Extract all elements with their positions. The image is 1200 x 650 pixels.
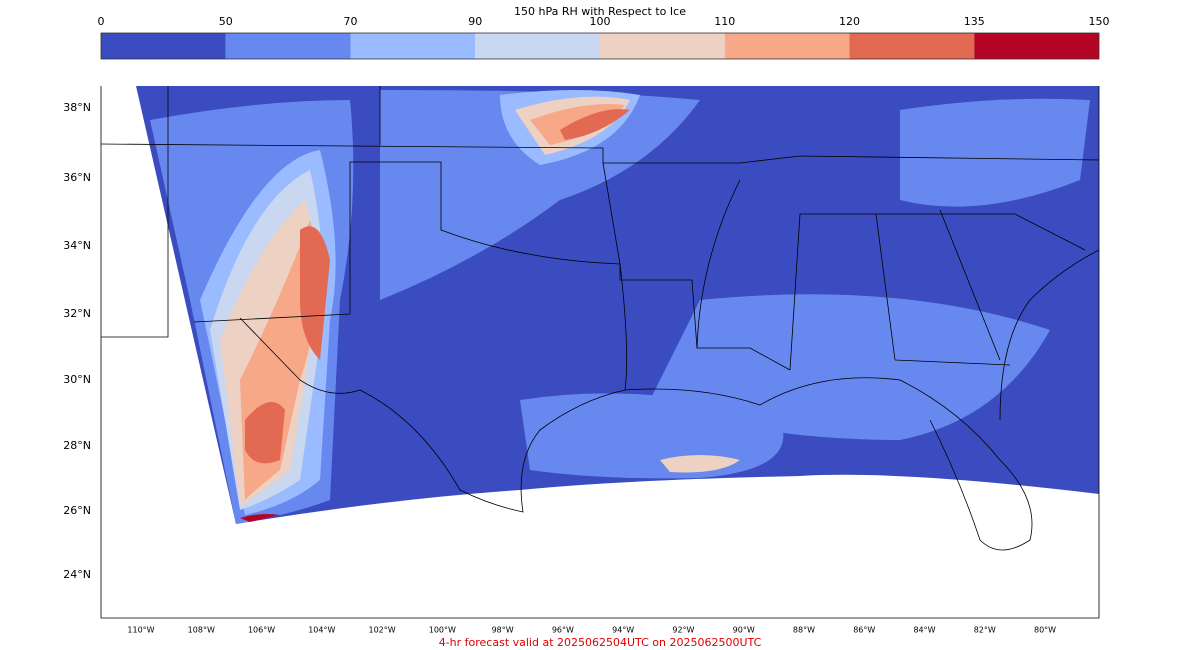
field-contours	[150, 90, 1090, 524]
lon-label: 106°W	[248, 626, 275, 635]
lon-label: 84°W	[913, 626, 935, 635]
lon-label: 104°W	[308, 626, 335, 635]
colorbar-tick-label: 135	[964, 15, 985, 28]
colorbar-tick-label: 150	[1089, 15, 1110, 28]
lon-label: 80°W	[1034, 626, 1056, 635]
lon-label: 90°W	[733, 626, 755, 635]
lon-label: 96°W	[552, 626, 574, 635]
lon-label: 94°W	[612, 626, 634, 635]
lat-label: 24°N	[63, 568, 91, 581]
lon-label: 86°W	[853, 626, 875, 635]
colorbar-tick-label: 100	[590, 15, 611, 28]
lon-label: 100°W	[429, 626, 456, 635]
map	[100, 86, 1100, 619]
colorbar-tick-label: 120	[839, 15, 860, 28]
colorbar-segment	[350, 33, 476, 59]
colorbar-segment	[974, 33, 1099, 59]
caption: 4-hr forecast valid at 2025062504UTC on …	[439, 636, 762, 649]
colorbar-segment	[724, 33, 850, 59]
colorbar-segment	[849, 33, 975, 59]
colorbar-segment	[475, 33, 600, 59]
colorbar-tick-label: 90	[468, 15, 482, 28]
colorbar-segment	[101, 33, 226, 59]
lat-label: 28°N	[63, 439, 91, 452]
lon-label: 98°W	[492, 626, 514, 635]
colorbar-tick-label: 70	[344, 15, 358, 28]
lon-label: 88°W	[793, 626, 815, 635]
lat-label: 38°N	[63, 101, 91, 114]
lon-label: 108°W	[188, 626, 215, 635]
lon-labels: 110°W 108°W 106°W 104°W 102°W 100°W 98°W 96°W 94…	[127, 626, 1056, 635]
lat-label: 36°N	[63, 171, 91, 184]
colorbar-segment	[600, 33, 725, 59]
colorbar-title: 150 hPa RH with Respect to Ice	[514, 5, 686, 18]
colorbar-frame	[100, 32, 1100, 60]
colorbar-tick-label: 110	[714, 15, 735, 28]
lat-labels: 38°N 36°N 34°N 32°N 30°N 28°N 26°N 24°N	[63, 101, 91, 581]
lat-label: 32°N	[63, 307, 91, 320]
colorbar-tick-label: 50	[219, 15, 233, 28]
lon-label: 92°W	[672, 626, 694, 635]
colorbar-tick-label: 0	[98, 15, 105, 28]
lon-label: 110°W	[127, 626, 154, 635]
lat-label: 34°N	[63, 239, 91, 252]
colorbar-segment	[225, 33, 351, 59]
lon-label: 82°W	[974, 626, 996, 635]
boundaries	[100, 86, 1100, 619]
lat-label: 26°N	[63, 504, 91, 517]
lat-label: 30°N	[63, 373, 91, 386]
lon-label: 102°W	[368, 626, 395, 635]
colorbar: 0 50 70 90 100 110 120 135 150	[98, 15, 1110, 60]
